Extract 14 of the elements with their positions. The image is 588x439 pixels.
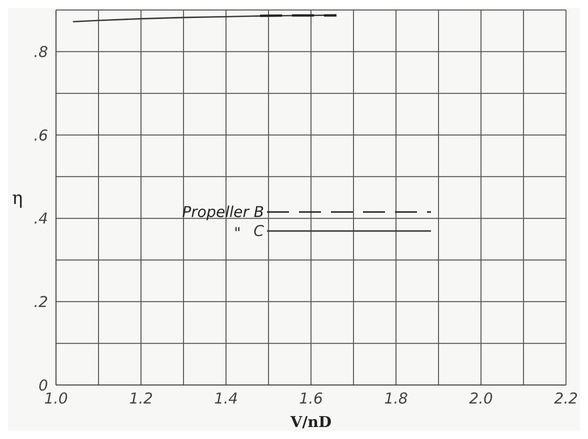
annotation: " [234,224,241,242]
y-tick-label: .6 [34,126,48,144]
text: C [254,222,265,240]
y-tick-label: .8 [34,42,48,61]
x-tick-label: 2.2 [554,390,578,408]
y-tick-label: .4 [34,210,48,228]
y-tick-label: .2 [34,292,48,311]
x-tick-label: 1.6 [299,390,323,408]
x-axis-title: V/nD [289,413,332,431]
x-tick-label: 2.0 [469,390,493,408]
x-tick-label: 1.2 [129,390,153,408]
x-tick-label: 1.4 [214,390,238,408]
x-tick-label: 1.8 [384,390,408,408]
y-axis-title: η [12,188,23,209]
